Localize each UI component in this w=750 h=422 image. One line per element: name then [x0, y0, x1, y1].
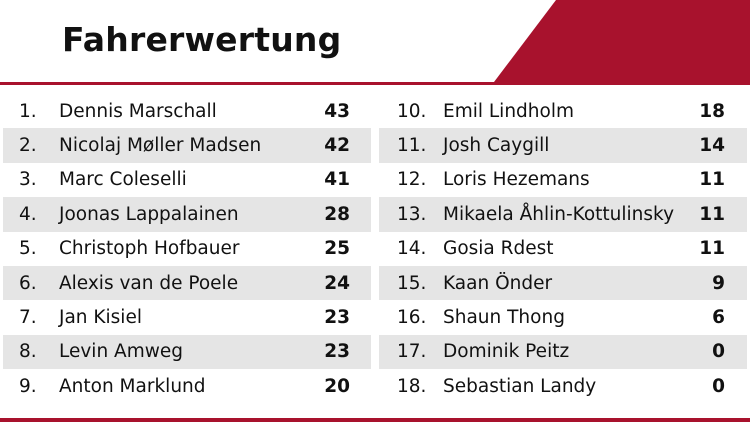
- rank: 12.: [397, 169, 427, 191]
- rank: 1.: [19, 100, 37, 122]
- rank: 7.: [19, 307, 37, 329]
- points: 42: [324, 135, 350, 157]
- table-row: 11. Josh Caygill 14: [379, 128, 747, 163]
- points: 23: [324, 341, 350, 363]
- rank: 13.: [397, 203, 427, 225]
- driver-name: Dominik Peitz: [443, 341, 570, 363]
- table-row: 8. Levin Amweg 23: [3, 334, 371, 370]
- points: 11: [699, 169, 725, 191]
- points: 0: [712, 375, 725, 397]
- driver-name: Marc Coleselli: [59, 169, 187, 191]
- table-row: 13. Mikaela Åhlin-Kottulinsky 11: [379, 197, 747, 232]
- driver-name: Levin Amweg: [59, 341, 183, 363]
- driver-name: Josh Caygill: [443, 135, 550, 157]
- points: 9: [712, 272, 725, 294]
- table-row: 6. Alexis van de Poele 24: [3, 265, 371, 301]
- rank: 15.: [397, 272, 427, 294]
- rank: 11.: [397, 135, 427, 157]
- table-row: 7. Jan Kisiel 23: [3, 300, 371, 334]
- table-row: 18. Sebastian Landy 0: [379, 369, 747, 403]
- driver-name: Joonas Lappalainen: [59, 203, 239, 225]
- rank: 2.: [19, 135, 37, 157]
- points: 43: [324, 100, 350, 122]
- rank: 3.: [19, 169, 37, 191]
- driver-name: Sebastian Landy: [443, 375, 597, 397]
- footer-divider: [0, 418, 750, 422]
- rank: 17.: [397, 341, 427, 363]
- points: 11: [699, 203, 725, 225]
- points: 23: [324, 307, 350, 329]
- table-row: 5. Christoph Hofbauer 25: [3, 232, 371, 266]
- header: Fahrerwertung: [0, 0, 750, 82]
- rank: 10.: [397, 100, 427, 122]
- table-row: 17. Dominik Peitz 0: [379, 334, 747, 370]
- table-row: 12. Loris Hezemans 11: [379, 163, 747, 197]
- driver-name: Shaun Thong: [443, 307, 565, 329]
- driver-name: Nicolaj Møller Madsen: [59, 135, 262, 157]
- points: 14: [699, 135, 725, 157]
- rank: 14.: [397, 238, 427, 260]
- driver-name: Alexis van de Poele: [59, 272, 239, 294]
- table-row: 4. Joonas Lappalainen 28: [3, 197, 371, 232]
- header-divider: [0, 82, 750, 85]
- points: 20: [324, 375, 350, 397]
- table-row: 2. Nicolaj Møller Madsen 42: [3, 128, 371, 163]
- driver-name: Anton Marklund: [59, 375, 206, 397]
- table-row: 3. Marc Coleselli 41: [3, 163, 371, 197]
- page-title: Fahrerwertung: [62, 20, 342, 59]
- table-row: 9. Anton Marklund 20: [3, 369, 371, 403]
- rank: 18.: [397, 375, 427, 397]
- points: 41: [324, 169, 350, 191]
- driver-name: Gosia Rdest: [443, 238, 554, 260]
- table-row: 1. Dennis Marschall 43: [3, 94, 371, 128]
- driver-name: Mikaela Åhlin-Kottulinsky: [443, 203, 675, 225]
- points: 11: [699, 238, 725, 260]
- driver-name: Emil Lindholm: [443, 100, 574, 122]
- driver-name: Dennis Marschall: [59, 100, 217, 122]
- points: 25: [324, 238, 350, 260]
- rank: 9.: [19, 375, 37, 397]
- standings-column-right: 10. Emil Lindholm 18 11. Josh Caygill 14…: [379, 94, 747, 404]
- table-row: 16. Shaun Thong 6: [379, 300, 747, 334]
- points: 6: [712, 307, 725, 329]
- driver-name: Jan Kisiel: [59, 307, 142, 329]
- driver-name: Christoph Hofbauer: [59, 238, 240, 260]
- driver-name: Kaan Önder: [443, 272, 553, 294]
- rank: 8.: [19, 341, 37, 363]
- table-row: 14. Gosia Rdest 11: [379, 232, 747, 266]
- header-accent-shape: [494, 0, 750, 82]
- points: 24: [324, 272, 350, 294]
- points: 28: [324, 203, 350, 225]
- rank: 16.: [397, 307, 427, 329]
- rank: 6.: [19, 272, 37, 294]
- points: 0: [712, 341, 725, 363]
- driver-name: Loris Hezemans: [443, 169, 590, 191]
- rank: 4.: [19, 203, 37, 225]
- table-row: 15. Kaan Önder 9: [379, 265, 747, 301]
- standings-column-left: 1. Dennis Marschall 43 2. Nicolaj Møller…: [3, 94, 371, 404]
- points: 18: [699, 100, 725, 122]
- table-row: 10. Emil Lindholm 18: [379, 94, 747, 128]
- rank: 5.: [19, 238, 37, 260]
